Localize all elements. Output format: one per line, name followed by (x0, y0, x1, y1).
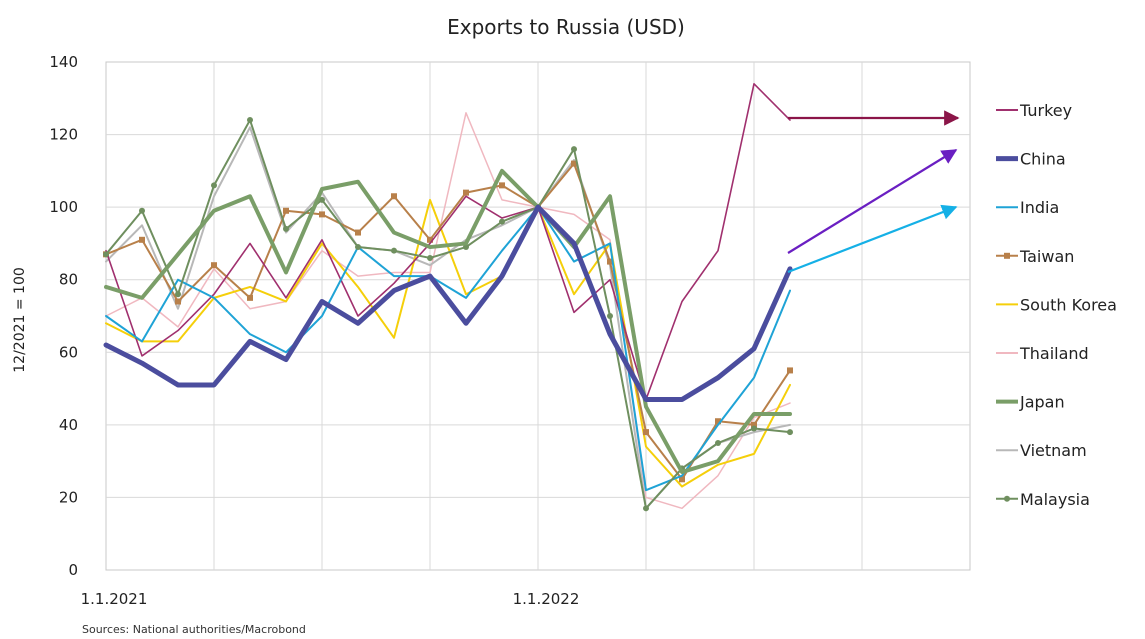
data-point-taiwan (679, 476, 685, 483)
data-point-malaysia (427, 254, 433, 261)
legend-label-thailand: Thailand (1019, 344, 1089, 363)
data-point-taiwan (643, 429, 649, 436)
legend-label-malaysia: Malaysia (1020, 490, 1090, 509)
y-axis-ticks: 0 20 40 60 80 100 120 140 (49, 53, 78, 579)
y-tick-label: 80 (59, 271, 78, 289)
data-point-malaysia (391, 247, 397, 254)
y-tick-label: 0 (68, 561, 78, 579)
grid-lines (105, 61, 971, 571)
x-tick-label: 1.1.2021 (81, 590, 148, 608)
data-point-taiwan (499, 182, 505, 189)
annotation-arrow (787, 149, 958, 254)
data-point-malaysia (787, 429, 793, 436)
data-point-malaysia (751, 425, 757, 432)
data-point-malaysia (571, 146, 577, 153)
legend-label-china: China (1020, 150, 1066, 169)
annotation-arrows (787, 110, 960, 274)
data-point-taiwan (427, 236, 433, 243)
data-point-malaysia (103, 251, 109, 258)
data-point-malaysia (715, 440, 721, 446)
data-point-taiwan (319, 211, 325, 218)
source-note: Sources: National authorities/Macrobond (82, 623, 306, 636)
data-point-taiwan (211, 262, 217, 269)
data-point-malaysia (283, 225, 289, 232)
data-point-taiwan (247, 294, 253, 301)
y-tick-label: 60 (59, 343, 78, 361)
series-line-taiwan (105, 162, 791, 481)
legend-label-south-korea: South Korea (1020, 295, 1117, 314)
legend-label-japan: Japan (1019, 393, 1065, 412)
data-point-taiwan (787, 367, 793, 374)
series-line-china (103, 204, 793, 402)
data-point-malaysia (319, 196, 325, 203)
data-point-malaysia (499, 218, 505, 225)
x-axis-ticks: 1.1.2021 1.1.2022 (81, 590, 580, 608)
legend: Turkey China India Taiwan South Korea Thailan… (996, 101, 1117, 509)
series-line-vietnam (105, 126, 791, 510)
series-line-malaysia (105, 119, 791, 510)
data-point-taiwan (391, 193, 397, 200)
chart-title: Exports to Russia (USD) (447, 15, 685, 39)
data-point-malaysia (355, 244, 361, 251)
legend-label-vietnam: Vietnam (1020, 441, 1087, 460)
data-point-malaysia (247, 117, 253, 124)
data-point-taiwan (283, 207, 289, 214)
annotation-arrow (787, 204, 958, 274)
data-point-taiwan (139, 236, 145, 243)
y-tick-label: 140 (49, 53, 78, 71)
data-point-malaysia (643, 505, 649, 512)
data-point-taiwan (607, 258, 613, 265)
data-point-taiwan (751, 421, 757, 428)
y-axis-label: 12/2021 = 100 (12, 267, 28, 373)
y-tick-label: 100 (49, 198, 78, 216)
data-point-malaysia (211, 182, 217, 189)
data-point-malaysia (607, 313, 613, 319)
series-line-india (105, 206, 791, 492)
legend-label-india: India (1020, 198, 1059, 217)
data-point-malaysia (175, 291, 181, 298)
y-tick-label: 40 (59, 416, 78, 434)
data-point-taiwan (175, 298, 181, 305)
data-point-taiwan (715, 418, 721, 425)
series-line-japan (104, 168, 792, 475)
legend-label-taiwan: Taiwan (1019, 247, 1074, 266)
y-tick-label: 20 (59, 488, 78, 506)
data-point-taiwan (355, 229, 361, 236)
y-tick-label: 120 (49, 126, 78, 144)
legend-marker-taiwan (1004, 252, 1010, 259)
x-tick-label: 1.1.2022 (513, 590, 580, 608)
data-point-taiwan (463, 189, 469, 196)
data-point-taiwan (571, 160, 577, 167)
series-line-turkey (105, 82, 791, 401)
series-layer (103, 82, 793, 512)
legend-marker-malaysia (1004, 495, 1010, 502)
series-line-south-korea (105, 198, 791, 488)
data-point-malaysia (139, 207, 145, 214)
series-line-thailand (105, 112, 791, 510)
legend-label-turkey: Turkey (1019, 101, 1072, 120)
